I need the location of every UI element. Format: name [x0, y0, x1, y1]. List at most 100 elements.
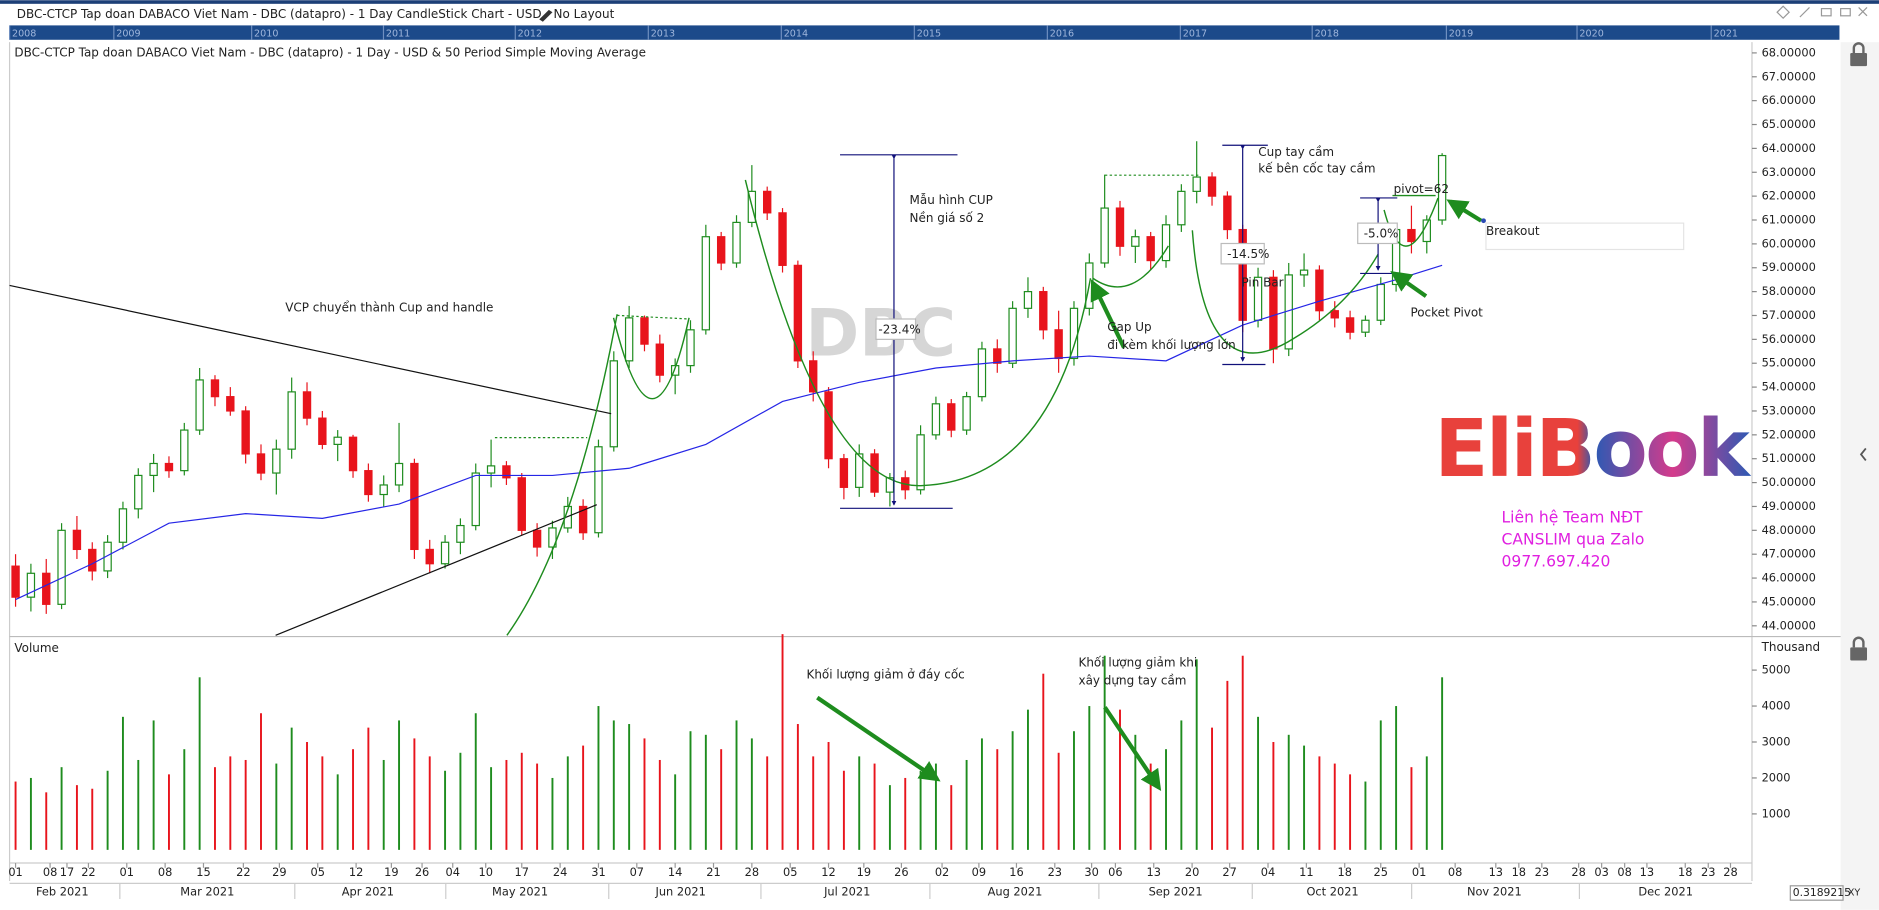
- candle-body: [118, 508, 128, 543]
- volume-bar: [152, 720, 155, 850]
- candle-body: [594, 446, 603, 534]
- volume-bar: [474, 713, 477, 850]
- volume-tick-label: 5000: [1762, 663, 1791, 677]
- volume-bar: [566, 756, 569, 850]
- pivot-dotted-lines: [494, 174, 1199, 439]
- candle-body: [42, 572, 51, 605]
- x-tick-label: 10: [478, 865, 492, 879]
- candle-body: [548, 527, 557, 548]
- sma-line: [15, 264, 1443, 601]
- volume-bar: [60, 767, 63, 850]
- volume-bar: [244, 759, 247, 850]
- window-controls[interactable]: [1776, 5, 1868, 20]
- volume-bar: [597, 706, 600, 850]
- volume-bar: [168, 774, 170, 850]
- contact-line: Liên hệ Team NĐT: [1502, 508, 1644, 526]
- axis-mode[interactable]: XY: [1848, 887, 1861, 898]
- candle-body: [364, 470, 373, 496]
- volume-bar: [689, 731, 692, 850]
- label-boxes: [875, 222, 1398, 340]
- volume-bar: [996, 749, 999, 850]
- volume-bar: [812, 756, 815, 850]
- candle-body: [1115, 207, 1125, 247]
- candle-body: [1223, 195, 1232, 231]
- x-tick-label: 18: [1337, 865, 1351, 879]
- candle-body: [502, 465, 511, 479]
- annotation: Pocket Pivot: [1410, 305, 1483, 319]
- candle-body: [425, 548, 434, 565]
- x-tick-label: 19: [857, 865, 871, 879]
- navigator-year: 2020: [1579, 28, 1603, 39]
- edit-icon[interactable]: [539, 9, 553, 22]
- contact-line: 0977.697.420: [1502, 553, 1611, 571]
- x-tick-label: 20: [1185, 865, 1199, 879]
- navigator[interactable]: [9, 25, 1840, 40]
- volume-bar: [628, 724, 631, 850]
- contact-line: CANSLIM qua Zalo: [1502, 531, 1645, 549]
- window-title: DBC-CTCP Tap doan DABACO Viet Nam - DBC …: [17, 7, 615, 21]
- candle-body: [809, 360, 818, 393]
- candle-body: [1315, 269, 1324, 312]
- candle-body: [302, 391, 312, 419]
- volume-bar: [1073, 731, 1075, 850]
- volume-bar: [658, 759, 661, 850]
- y-tick-label: 68.00000: [1762, 45, 1816, 59]
- x-tick-label: 01: [8, 865, 22, 879]
- x-tick-label: 17: [515, 865, 529, 879]
- volume-bar: [950, 785, 953, 850]
- x-tick-label: 08: [1617, 865, 1631, 879]
- volume-bar: [121, 716, 124, 850]
- volume-bar: [229, 756, 232, 850]
- annotation: -23.4%: [878, 322, 920, 336]
- collapse-arrow[interactable]: [1859, 447, 1867, 461]
- x-tick-label: 24: [553, 865, 567, 879]
- x-tick-label: 06: [1108, 865, 1122, 879]
- volume-bar: [413, 738, 416, 850]
- green-arrows: [816, 199, 1483, 792]
- volume-bar: [674, 774, 677, 850]
- navigator-year: 2019: [1449, 28, 1473, 39]
- candle-body: [180, 429, 189, 472]
- y-tick-label: 50.00000: [1762, 475, 1816, 489]
- x-tick-label: 13: [1489, 865, 1503, 879]
- volume-bar: [260, 713, 262, 850]
- volume-bar: [306, 742, 308, 850]
- candle-body: [1008, 307, 1017, 364]
- volume-bar: [704, 734, 707, 850]
- volume-bar: [1027, 709, 1029, 850]
- volume-bar: [720, 749, 723, 850]
- volume-bar: [459, 752, 462, 850]
- x-tick-label: 08: [158, 865, 172, 879]
- y-tick-label: 60.00000: [1762, 236, 1816, 250]
- x-tick-label: 11: [1299, 865, 1313, 879]
- navigator-year: 2014: [784, 28, 808, 39]
- candle-body: [379, 484, 388, 496]
- navigator-year: 2009: [116, 28, 140, 39]
- volume-bar: [505, 759, 508, 850]
- month-label: Aug 2021: [988, 884, 1043, 898]
- x-tick-label: 04: [1261, 865, 1275, 879]
- volume-bar: [198, 677, 201, 850]
- navigator-year: 2013: [651, 28, 675, 39]
- candle-body: [1407, 228, 1416, 243]
- volume-bar: [137, 759, 140, 850]
- volume-bar: [766, 756, 769, 850]
- side-panel: [1840, 42, 1879, 910]
- volume-bar: [904, 777, 907, 850]
- candle-body: [103, 541, 112, 572]
- candle-body: [701, 236, 711, 331]
- month-label: Mar 2021: [180, 884, 234, 898]
- y-tick-label: 53.00000: [1762, 403, 1816, 417]
- lock-icons[interactable]: [1850, 42, 1868, 661]
- x-tick-label: 09: [972, 865, 986, 879]
- volume-bar: [106, 770, 109, 850]
- x-tick-label: 01: [120, 865, 134, 879]
- volume-bar: [888, 785, 891, 850]
- navigator-year: 2012: [518, 28, 542, 39]
- volume-bar: [536, 763, 539, 850]
- candle-body: [287, 391, 296, 450]
- y-tick-label: 45.00000: [1762, 594, 1816, 608]
- trendline: [275, 504, 597, 636]
- y-tick-label: 64.00000: [1762, 141, 1816, 155]
- x-tick-label: 26: [415, 865, 429, 879]
